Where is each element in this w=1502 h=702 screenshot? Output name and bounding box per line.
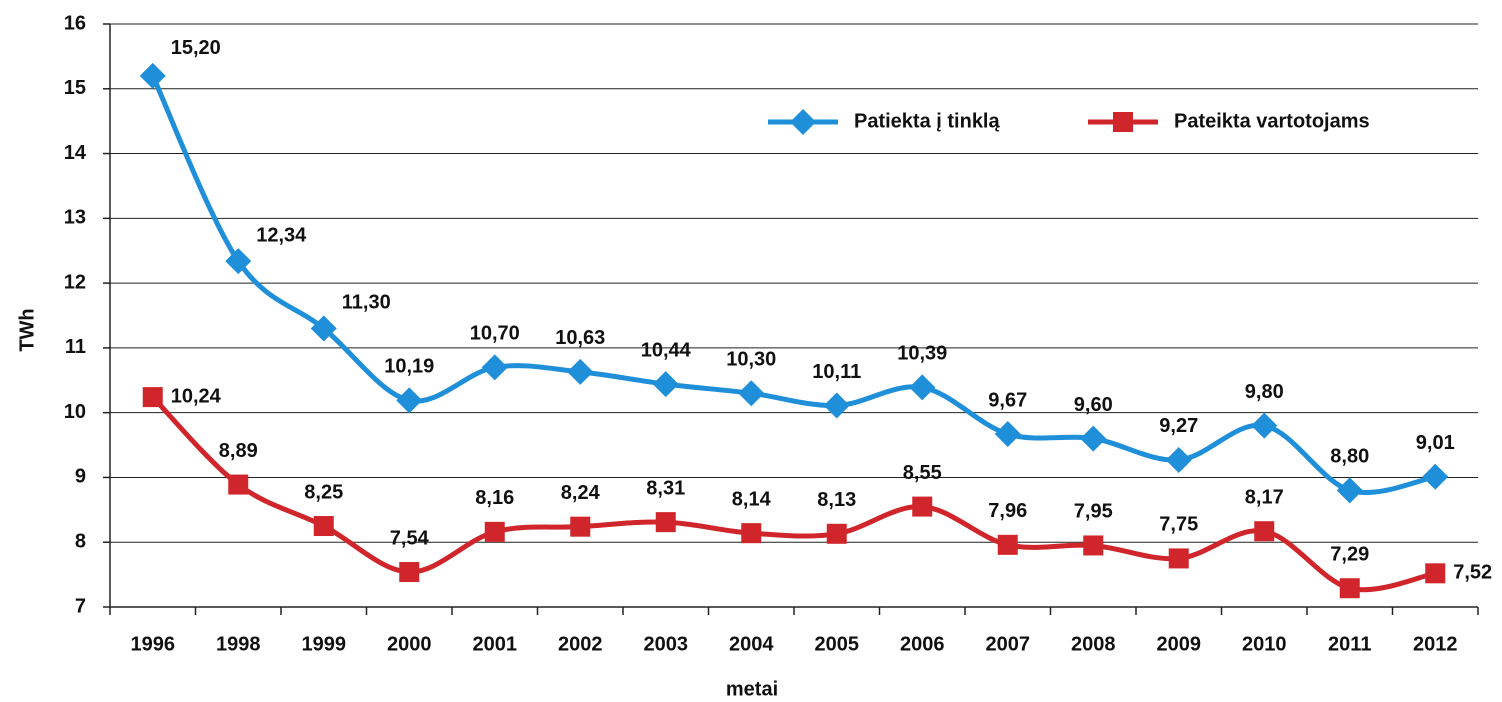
marker [1336, 477, 1363, 504]
data-label: 7,96 [988, 500, 1027, 522]
data-label: 8,16 [475, 487, 514, 509]
x-tick-label: 2000 [387, 633, 432, 655]
x-tick-label: 2011 [1328, 633, 1371, 655]
marker [484, 521, 505, 542]
marker [1422, 463, 1449, 490]
marker [228, 474, 249, 495]
data-label: 7,54 [390, 527, 430, 549]
x-tick-label: 2005 [815, 633, 860, 655]
x-axis-title: metai [726, 678, 778, 700]
marker [570, 516, 591, 537]
data-label: 15,20 [171, 37, 221, 59]
marker [225, 248, 252, 275]
data-label: 10,44 [641, 339, 692, 361]
data-label: 10,11 [812, 361, 861, 383]
y-tick-label: 8 [75, 531, 86, 553]
line [150, 395, 1436, 593]
x-tick-label: 1998 [216, 633, 261, 655]
legend-marker [1113, 112, 1133, 132]
x-tick-label: 2001 [473, 633, 518, 655]
data-label: 8,17 [1245, 486, 1284, 508]
data-label: 9,27 [1159, 415, 1198, 437]
marker [313, 516, 334, 537]
y-tick-label: 13 [64, 207, 86, 229]
marker [909, 374, 936, 401]
marker [826, 523, 847, 544]
data-label: 8,80 [1330, 446, 1369, 468]
y-tick-label: 16 [64, 12, 86, 34]
data-label: 7,75 [1159, 514, 1198, 536]
x-tick-label: 2012 [1413, 633, 1458, 655]
data-label: 8,31 [646, 477, 685, 499]
data-label: 9,67 [988, 389, 1027, 411]
legend-label: Pateikta vartotojams [1174, 110, 1370, 132]
marker [1251, 412, 1278, 439]
data-label: 7,52 [1453, 562, 1492, 584]
marker [1425, 563, 1446, 584]
data-label: 9,60 [1074, 394, 1113, 416]
marker [652, 371, 679, 398]
marker [567, 358, 594, 385]
marker [139, 62, 166, 89]
marker [655, 512, 676, 533]
data-label: 10,19 [384, 356, 434, 378]
marker [142, 387, 163, 408]
marker [310, 315, 337, 342]
marker [1080, 425, 1107, 452]
marker [399, 562, 420, 583]
data-label: 8,25 [304, 481, 343, 503]
data-label: 12,34 [256, 224, 307, 246]
data-label: 9,80 [1245, 381, 1284, 403]
y-tick-label: 11 [65, 336, 86, 358]
data-label: 10,24 [171, 385, 222, 407]
data-label: 8,89 [219, 440, 258, 462]
marker [738, 380, 765, 407]
y-tick-label: 7 [75, 595, 86, 617]
x-tick-label: 1999 [302, 633, 347, 655]
marker [823, 392, 850, 419]
marker [994, 421, 1021, 448]
x-tick-label: 2009 [1157, 633, 1202, 655]
marker [1339, 578, 1360, 599]
y-tick-label: 12 [64, 271, 86, 293]
y-tick-label: 14 [64, 142, 87, 164]
x-tick-label: 2003 [644, 633, 689, 655]
marker [396, 387, 423, 414]
data-label: 7,95 [1074, 501, 1113, 523]
data-label: 10,63 [555, 327, 605, 349]
data-label: 8,55 [903, 462, 942, 484]
legend-label: Patiekta į tinklą [854, 110, 1000, 132]
marker [1254, 521, 1275, 542]
x-tick-label: 2004 [729, 633, 774, 655]
legend-marker [790, 109, 816, 135]
marker [1168, 548, 1189, 569]
data-label: 10,30 [726, 349, 776, 371]
y-tick-label: 9 [75, 466, 86, 488]
y-axis-title: TWh [16, 308, 38, 351]
x-tick-label: 2010 [1242, 633, 1287, 655]
y-tick-label: 15 [64, 77, 86, 99]
line [150, 74, 1436, 495]
x-tick-label: 2006 [900, 633, 945, 655]
data-label: 8,13 [817, 489, 856, 511]
marker [741, 523, 762, 544]
marker [912, 496, 933, 517]
data-label: 11,30 [342, 292, 391, 314]
data-label: 8,14 [732, 488, 772, 510]
data-label: 8,24 [561, 482, 601, 504]
data-label: 9,01 [1416, 432, 1455, 454]
x-tick-label: 1996 [131, 633, 176, 655]
marker [1083, 535, 1104, 556]
x-tick-label: 2002 [558, 633, 603, 655]
data-label: 7,29 [1330, 543, 1369, 565]
marker [481, 354, 508, 381]
x-tick-label: 2008 [1071, 633, 1116, 655]
x-tick-label: 2007 [986, 633, 1031, 655]
marker [1165, 446, 1192, 473]
data-label: 10,70 [470, 323, 520, 345]
data-label: 10,39 [897, 343, 947, 365]
marker [997, 534, 1018, 555]
y-tick-label: 10 [64, 401, 86, 423]
